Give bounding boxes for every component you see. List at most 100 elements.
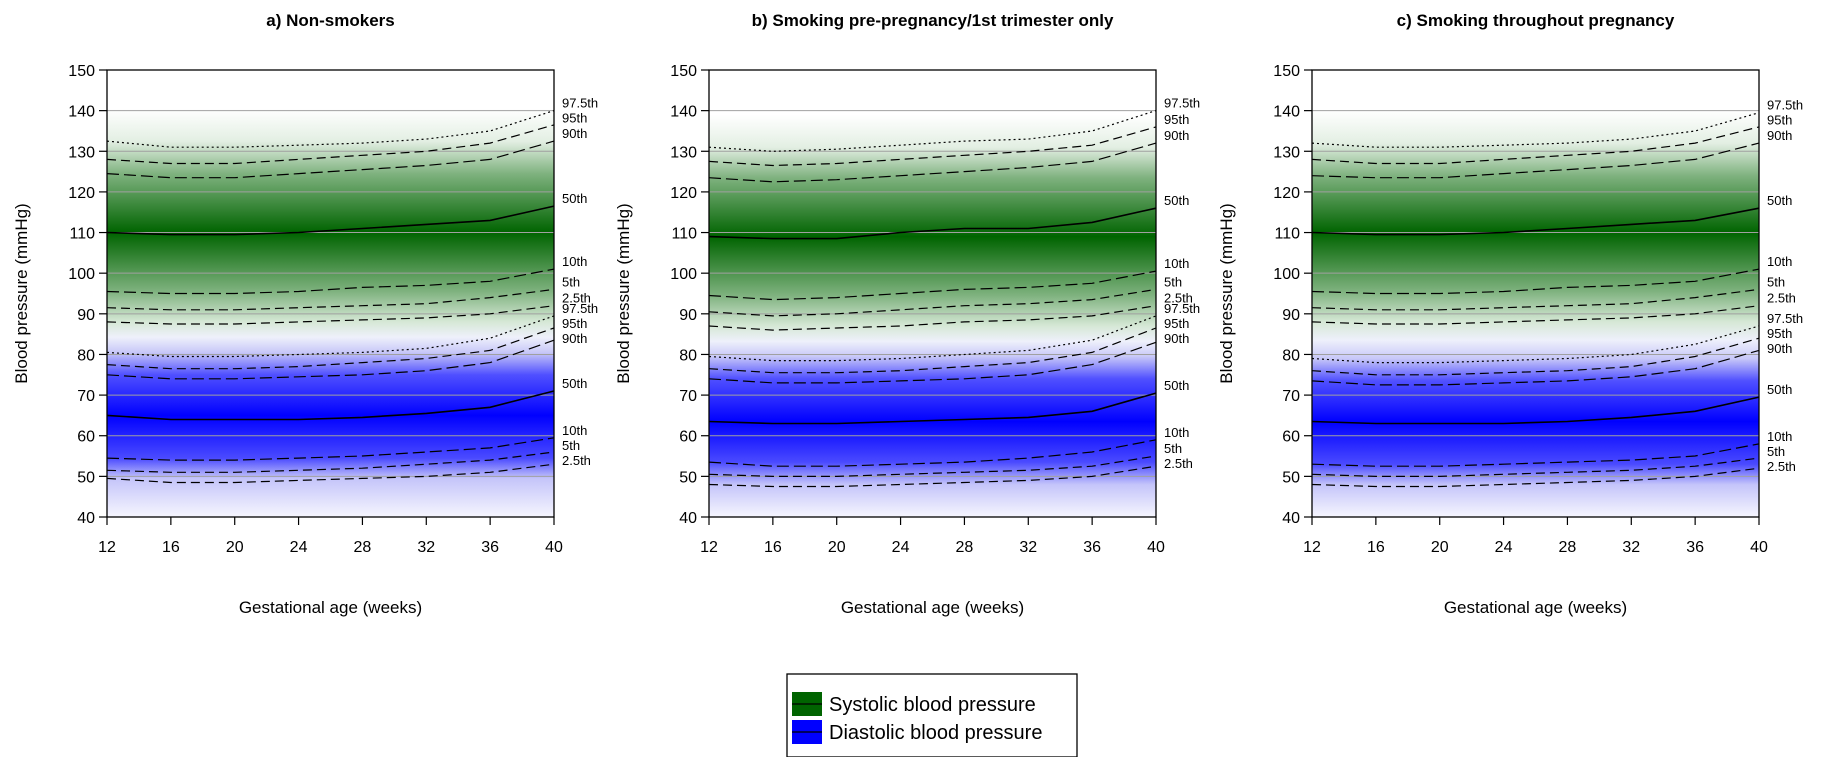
- plot-background: [107, 70, 554, 517]
- x-axis-label: Gestational age (weeks): [239, 598, 422, 617]
- plot-background: [709, 70, 1156, 517]
- x-tick-label: 32: [417, 539, 435, 556]
- x-tick-label: 40: [1147, 539, 1165, 556]
- diastolic-p5-line: [708, 455, 1157, 477]
- x-tick-label: 20: [828, 539, 846, 556]
- y-tick-label: 90: [1282, 307, 1300, 324]
- systolic-p10-label: 10th: [562, 254, 587, 269]
- systolic-p2_5-line: [1311, 305, 1760, 325]
- diastolic-p50-line: [708, 392, 1157, 425]
- y-tick-label: 100: [670, 266, 697, 283]
- diastolic-p10-line: [1311, 443, 1760, 467]
- systolic-p95-label: 95th: [562, 111, 587, 126]
- y-tick-label: 150: [670, 63, 697, 80]
- y-tick-label: 130: [1273, 144, 1300, 161]
- y-tick-label: 40: [679, 510, 697, 527]
- systolic-p90-label: 90th: [1767, 128, 1792, 143]
- systolic-p50-label: 50th: [562, 191, 587, 206]
- systolic-p5-label: 5th: [1767, 274, 1785, 289]
- y-tick-label: 70: [1282, 388, 1300, 405]
- y-tick-label: 50: [1282, 469, 1300, 486]
- y-tick-label: 120: [68, 185, 95, 202]
- systolic-p2_5-line: [708, 305, 1157, 331]
- systolic-p10-line: [708, 270, 1157, 301]
- systolic-p2_5-label: 2.5th: [562, 291, 591, 306]
- systolic-p50-line: [106, 205, 555, 236]
- y-tick-label: 100: [68, 266, 95, 283]
- x-tick-label: 24: [1495, 539, 1513, 556]
- panel-title: b) Smoking pre-pregnancy/1st trimester o…: [752, 11, 1114, 30]
- systolic-p90-label: 90th: [562, 126, 587, 141]
- panel-1: 97.5th95th90th50th10th5th2.5th97.5th95th…: [12, 11, 598, 617]
- y-tick-label: 140: [68, 104, 95, 121]
- x-tick-label: 20: [1431, 539, 1449, 556]
- x-tick-label: 16: [162, 539, 180, 556]
- diastolic-p2_5-line: [1311, 467, 1760, 488]
- diastolic-p90-label: 90th: [1164, 331, 1189, 346]
- systolic-p50-label: 50th: [1767, 193, 1792, 208]
- systolic-p90-line: [106, 140, 555, 179]
- diastolic-p10-line: [708, 439, 1157, 467]
- diastolic-p5-label: 5th: [562, 438, 580, 453]
- y-tick-label: 110: [69, 226, 95, 243]
- diastolic-p2_5-label: 2.5th: [1767, 459, 1796, 474]
- y-tick-label: 130: [670, 144, 697, 161]
- diastolic-p2_5-label: 2.5th: [1164, 456, 1193, 471]
- diastolic-p10-label: 10th: [1767, 429, 1792, 444]
- panel-title: c) Smoking throughout pregnancy: [1397, 11, 1675, 30]
- diastolic-p90-line: [106, 339, 555, 380]
- y-tick-label: 50: [77, 469, 95, 486]
- diastolic-p50-line: [106, 390, 555, 421]
- systolic-p2_5-label: 2.5th: [1767, 291, 1796, 306]
- y-tick-label: 90: [77, 307, 95, 324]
- systolic-p50-label: 50th: [1164, 193, 1189, 208]
- diastolic-p10-label: 10th: [562, 423, 587, 438]
- x-axis-label: Gestational age (weeks): [1444, 598, 1627, 617]
- systolic-p50-line: [1311, 207, 1760, 236]
- diastolic-p50-line: [1311, 396, 1760, 425]
- panel-title: a) Non-smokers: [266, 11, 394, 30]
- diastolic-p97_5-label: 97.5th: [1767, 311, 1803, 326]
- diastolic-p95-label: 95th: [1164, 316, 1189, 331]
- x-tick-label: 16: [1367, 539, 1385, 556]
- x-tick-label: 28: [1559, 539, 1577, 556]
- y-tick-label: 40: [1282, 510, 1300, 527]
- y-tick-label: 60: [679, 429, 697, 446]
- systolic-p95-line: [708, 126, 1157, 167]
- systolic-p5-label: 5th: [562, 274, 580, 289]
- y-tick-label: 60: [77, 429, 95, 446]
- diastolic-p2_5-label: 2.5th: [562, 453, 591, 468]
- diastolic-p50-label: 50th: [1164, 378, 1189, 393]
- y-tick-label: 90: [679, 307, 697, 324]
- systolic-p95-label: 95th: [1164, 112, 1189, 127]
- y-tick-label: 70: [679, 388, 697, 405]
- x-axis-label: Gestational age (weeks): [841, 598, 1024, 617]
- x-tick-label: 40: [545, 539, 563, 556]
- y-tick-label: 80: [77, 347, 95, 364]
- diastolic-p95-line: [708, 327, 1157, 374]
- panel-3: 97.5th95th90th50th10th5th2.5th97.5th95th…: [1217, 11, 1803, 617]
- x-tick-label: 36: [1083, 539, 1101, 556]
- y-tick-label: 100: [1273, 266, 1300, 283]
- diastolic-p95-label: 95th: [562, 316, 587, 331]
- diastolic-p90-line: [708, 341, 1157, 384]
- systolic-p97_5-label: 97.5th: [1767, 98, 1803, 113]
- diastolic-p90-line: [1311, 349, 1760, 386]
- diastolic-p10-line: [106, 437, 555, 461]
- y-tick-label: 120: [670, 185, 697, 202]
- y-tick-label: 130: [68, 144, 95, 161]
- y-tick-label: 140: [1273, 104, 1300, 121]
- y-tick-label: 60: [1282, 429, 1300, 446]
- systolic-p10-line: [106, 268, 555, 295]
- diastolic-p5-line: [1311, 457, 1760, 477]
- systolic-p90-label: 90th: [1164, 128, 1189, 143]
- systolic-p10-label: 10th: [1767, 254, 1792, 269]
- diastolic-p5-label: 5th: [1767, 444, 1785, 459]
- panel-2: 97.5th95th90th50th10th5th2.5th97.5th95th…: [614, 11, 1200, 617]
- x-tick-label: 28: [354, 539, 372, 556]
- y-tick-label: 110: [1274, 226, 1300, 243]
- diastolic-p2_5-line: [708, 465, 1157, 488]
- systolic-p95-line: [106, 124, 555, 165]
- systolic-p97_5-label: 97.5th: [1164, 96, 1200, 111]
- systolic-p90-line: [708, 142, 1157, 183]
